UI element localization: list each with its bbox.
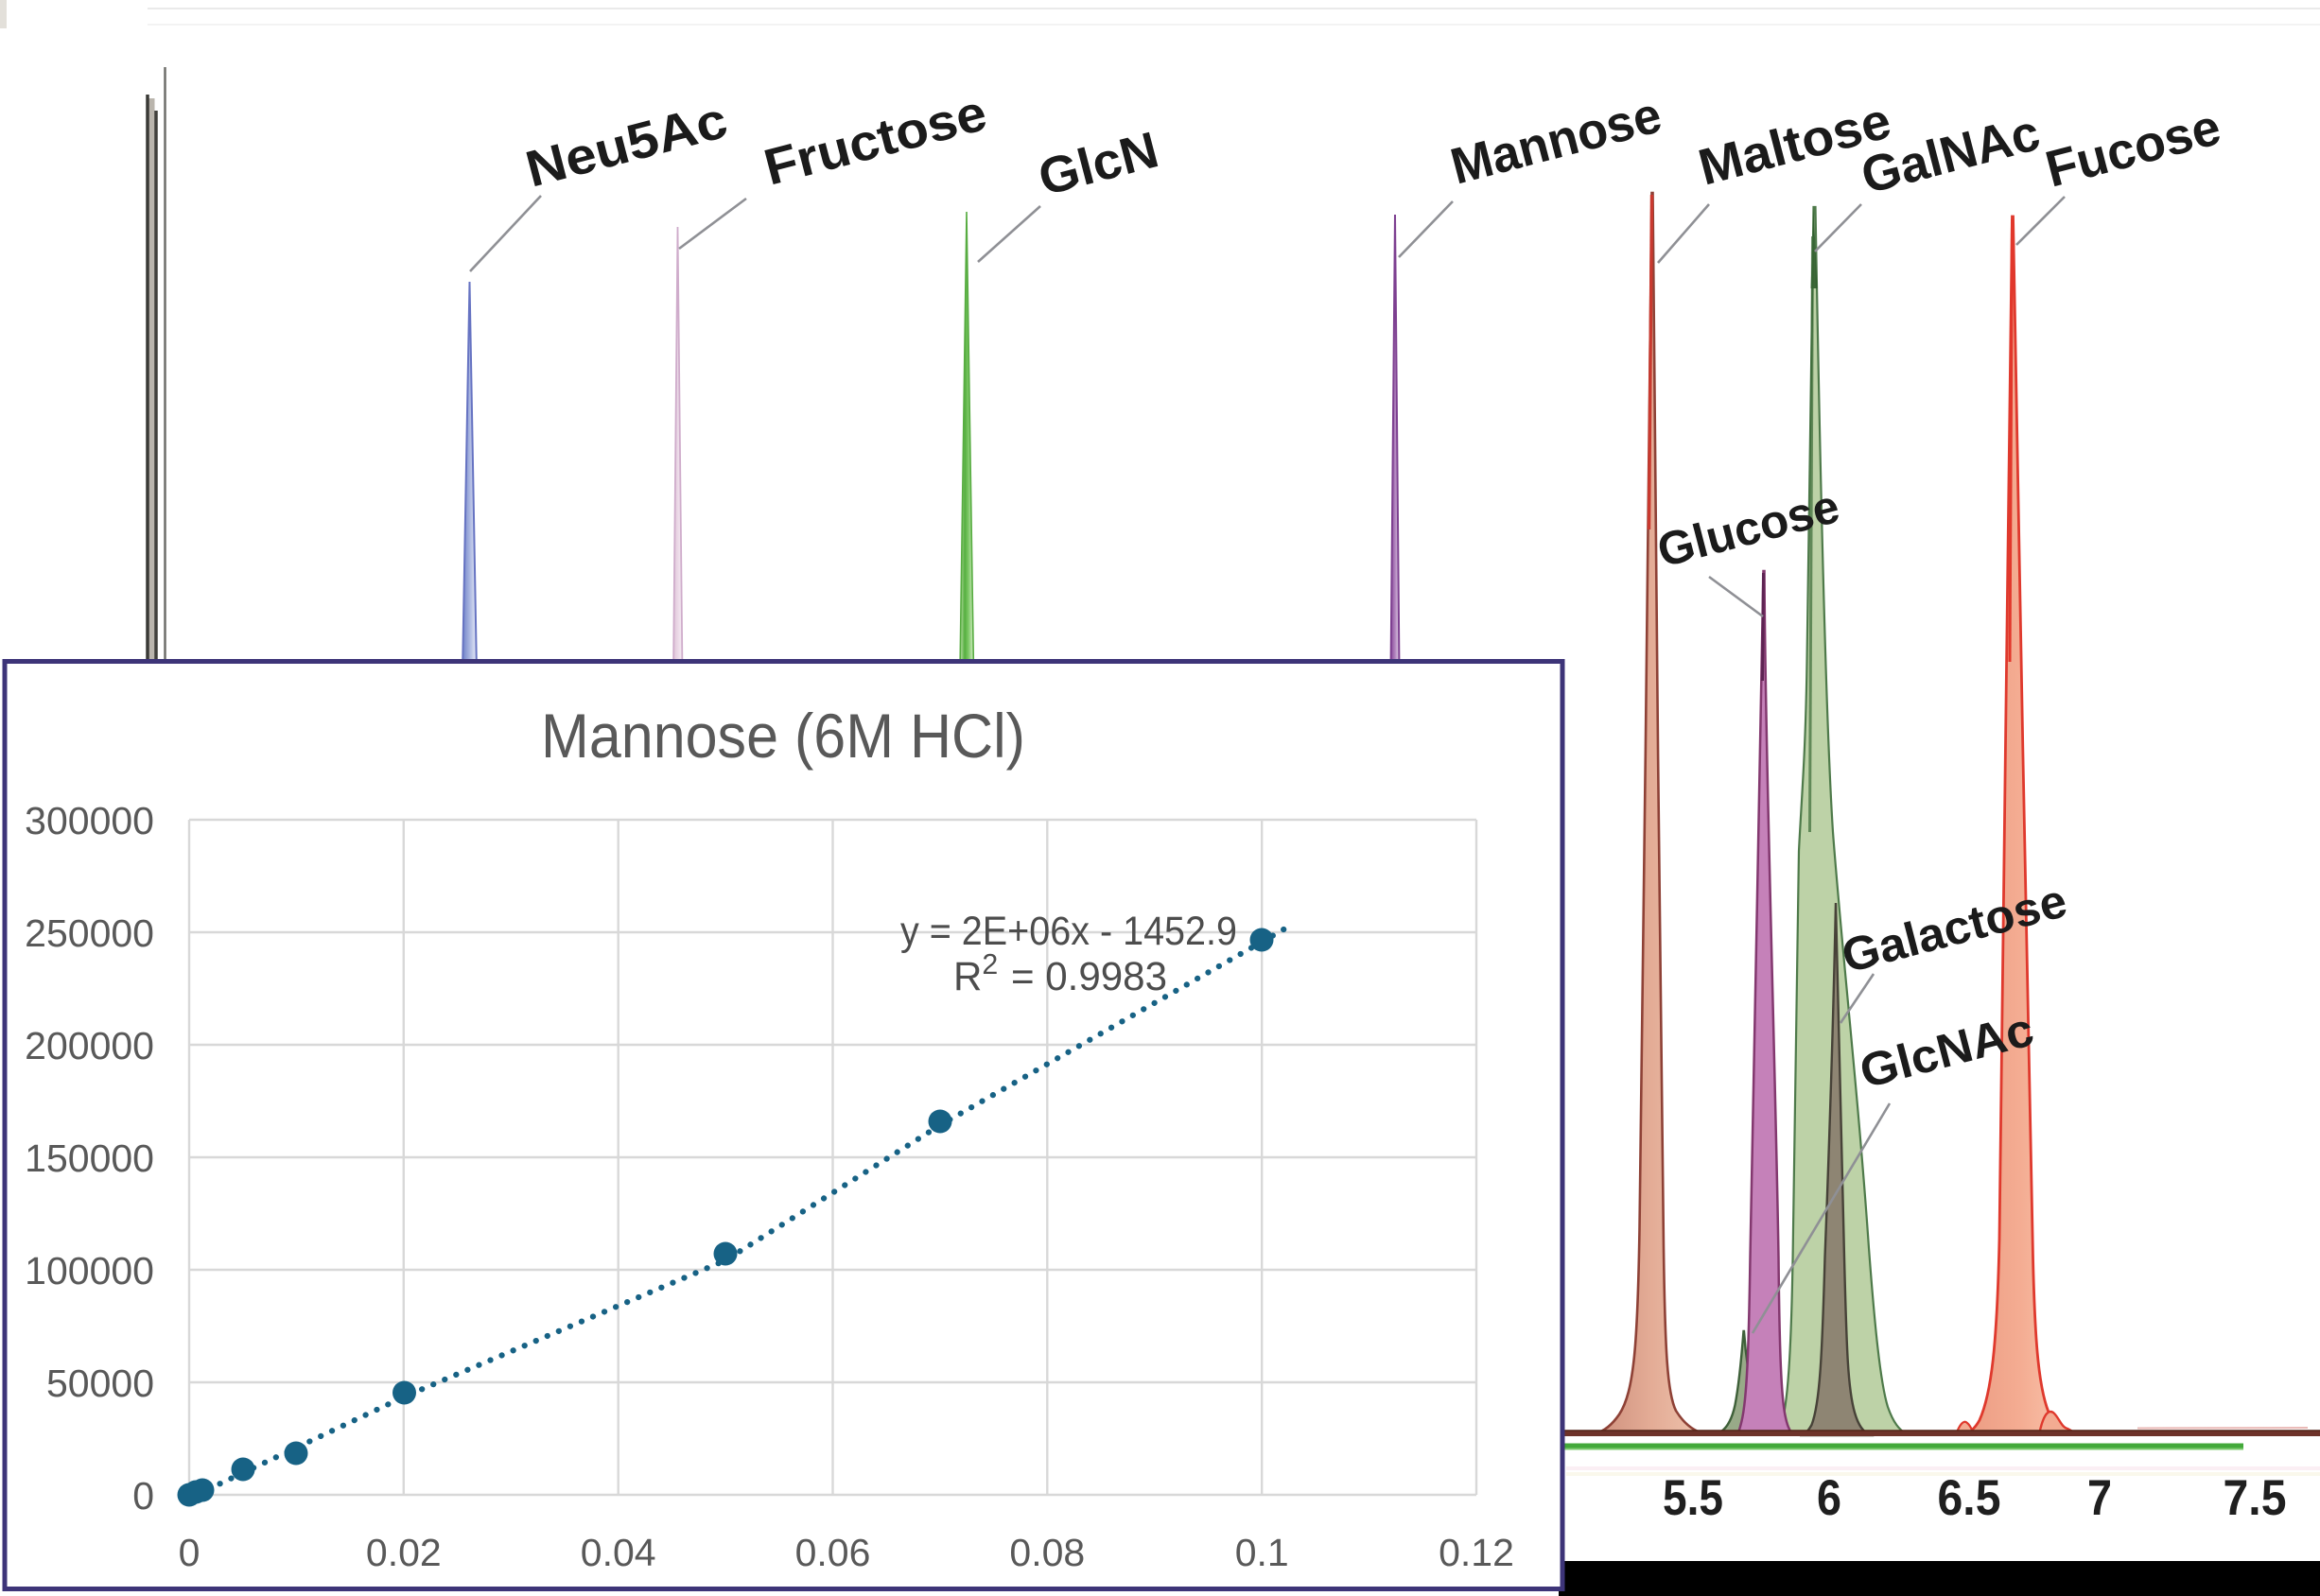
- svg-text:Neu5Ac: Neu5Ac: [520, 92, 733, 199]
- svg-text:250000: 250000: [25, 911, 154, 955]
- svg-text:0: 0: [132, 1474, 154, 1518]
- svg-text:Galactose: Galactose: [1837, 874, 2072, 982]
- svg-text:50000: 50000: [46, 1362, 154, 1405]
- svg-text:7.5: 7.5: [2224, 1470, 2287, 1526]
- svg-text:0.04: 0.04: [581, 1531, 656, 1574]
- svg-text:0.02: 0.02: [366, 1531, 442, 1574]
- svg-text:0.1: 0.1: [1235, 1531, 1289, 1574]
- svg-text:Mannose (6M HCl): Mannose (6M HCl): [541, 701, 1025, 771]
- svg-text:7: 7: [2087, 1470, 2112, 1526]
- svg-text:y = 2E+06x - 1452.9: y = 2E+06x - 1452.9: [900, 909, 1237, 954]
- svg-text:6: 6: [1817, 1470, 1841, 1526]
- svg-text:0.12: 0.12: [1439, 1531, 1514, 1574]
- svg-text:150000: 150000: [25, 1136, 154, 1180]
- svg-text:Mannose: Mannose: [1445, 86, 1667, 195]
- svg-text:Fucose: Fucose: [2040, 98, 2226, 198]
- svg-text:Fructose: Fructose: [759, 84, 992, 197]
- svg-text:0.08: 0.08: [1009, 1531, 1085, 1574]
- svg-text:0.06: 0.06: [795, 1531, 871, 1574]
- svg-text:100000: 100000: [25, 1249, 154, 1292]
- svg-text:300000: 300000: [25, 799, 154, 842]
- svg-text:6.5: 6.5: [1938, 1470, 2001, 1526]
- svg-text:200000: 200000: [25, 1024, 154, 1067]
- svg-text:GlcN: GlcN: [1033, 121, 1164, 206]
- svg-text:0: 0: [179, 1531, 201, 1574]
- svg-text:5.5: 5.5: [1663, 1470, 1723, 1526]
